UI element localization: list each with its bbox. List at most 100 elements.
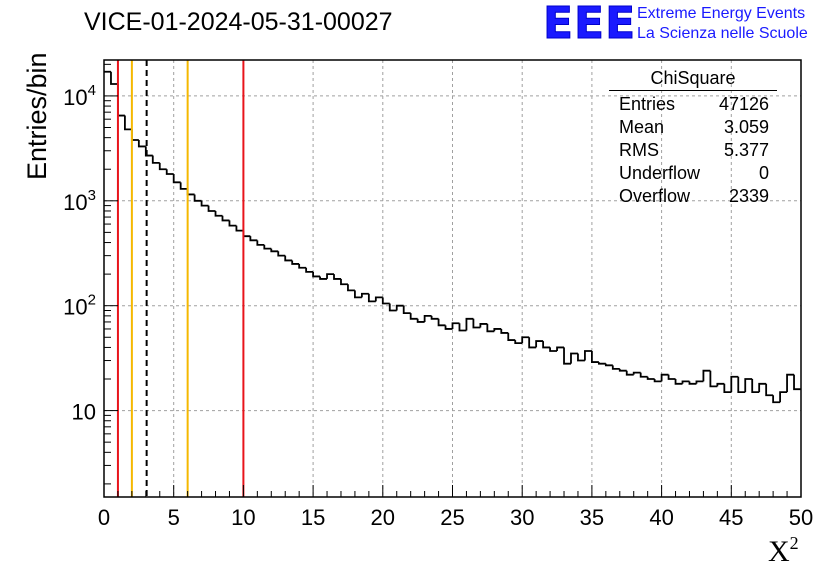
histogram-bin xyxy=(723,383,732,394)
histogram-bin xyxy=(786,373,795,393)
stats-row-rms: RMS 5.377 xyxy=(609,139,777,162)
histogram-bin xyxy=(151,155,160,164)
histogram-bin xyxy=(660,373,669,382)
stats-value: 47126 xyxy=(718,94,769,114)
histogram-bin xyxy=(639,372,648,378)
histogram-bin xyxy=(270,248,279,253)
stats-row-mean: Mean 3.059 xyxy=(609,116,777,139)
x-tick-label: 15 xyxy=(301,505,325,530)
histogram-bin xyxy=(374,296,383,302)
histogram-bin xyxy=(779,391,788,403)
histogram-bin xyxy=(618,368,627,372)
histogram-bin xyxy=(625,370,634,376)
histogram-bin xyxy=(751,379,760,394)
stats-label: RMS xyxy=(619,140,659,160)
y-tick-label-base: 10 xyxy=(72,400,96,425)
histogram-bin xyxy=(381,297,390,305)
stats-value: 0 xyxy=(758,163,769,183)
histogram-bin xyxy=(263,244,272,250)
stats-label: Underflow xyxy=(619,163,701,183)
histogram-bin xyxy=(493,328,502,332)
eee-logo: EEE xyxy=(542,0,637,49)
histogram-bin xyxy=(249,236,258,242)
histogram-bin xyxy=(235,225,244,232)
stats-box: ChiSquare Entries 47126 Mean 3.059 RMS 5.37… xyxy=(609,66,777,208)
histogram-bin xyxy=(674,379,683,385)
y-tick-label: 102 xyxy=(63,292,96,320)
histogram-bin xyxy=(165,169,174,175)
histogram-bin xyxy=(451,322,460,329)
histogram-bin xyxy=(117,83,125,117)
histogram-bin xyxy=(228,220,237,227)
histogram-bin xyxy=(653,379,662,383)
y-tick-label: 10 xyxy=(72,400,96,425)
histogram-bin xyxy=(737,376,746,394)
histogram-bin xyxy=(646,376,655,380)
x-axis-label-base: X xyxy=(768,535,790,568)
histogram-bin xyxy=(124,115,132,131)
histogram-bin xyxy=(340,278,348,286)
histogram-bin xyxy=(535,340,544,348)
marker-lines xyxy=(116,60,245,497)
histogram-bin xyxy=(556,346,565,351)
histogram-bin xyxy=(207,205,216,212)
histogram-bin xyxy=(772,395,781,404)
histogram-bin xyxy=(333,274,341,280)
histogram-bin xyxy=(179,182,188,190)
histogram-bin xyxy=(716,382,725,387)
histogram-bin xyxy=(584,350,592,361)
stats-value: 2339 xyxy=(728,186,769,206)
histogram-bin xyxy=(611,365,620,370)
histogram-bin xyxy=(416,318,425,323)
histogram-bin xyxy=(284,255,293,262)
histogram-bin xyxy=(514,340,523,344)
y-tick-label: 104 xyxy=(63,82,96,110)
histogram-bin xyxy=(688,381,697,385)
stats-value: 3.059 xyxy=(723,117,769,137)
histogram-bin xyxy=(402,305,411,314)
histogram-bin xyxy=(681,380,690,384)
histogram-bin xyxy=(409,313,418,320)
histogram-bin xyxy=(597,362,606,365)
stats-row-underflow: Underflow 0 xyxy=(609,162,777,185)
y-tick-label-base: 10 xyxy=(63,295,87,320)
y-tick-label-exponent: 4 xyxy=(88,82,96,99)
histogram-bin xyxy=(291,260,300,265)
histogram-bin xyxy=(507,332,516,341)
histogram-bin xyxy=(186,188,195,196)
histogram-bin xyxy=(542,341,551,349)
x-tick-label: 50 xyxy=(789,505,813,530)
histogram-bin xyxy=(444,325,453,330)
stats-title: ChiSquare xyxy=(609,66,777,91)
histogram-bin xyxy=(570,352,578,364)
histogram-bin xyxy=(458,323,467,332)
histogram-bin xyxy=(312,271,321,278)
histogram-bin xyxy=(367,293,376,303)
logo-caption-line2: La Scienza nelle Scuole xyxy=(637,25,808,42)
stats-row-entries: Entries 47126 xyxy=(609,93,777,116)
histogram-bin xyxy=(388,303,397,312)
histogram-bin xyxy=(758,382,767,393)
x-tick-label: 35 xyxy=(580,505,604,530)
histogram-bin xyxy=(709,370,718,388)
y-tick-label-base: 10 xyxy=(63,190,87,215)
histogram-bin xyxy=(423,314,432,322)
histogram-bin xyxy=(437,318,446,327)
y-tick-label-exponent: 3 xyxy=(88,187,96,204)
histogram-bin xyxy=(193,194,202,202)
histogram-bin xyxy=(326,273,335,279)
histogram-bin xyxy=(221,215,230,222)
x-tick-label: 25 xyxy=(440,505,464,530)
histogram-bin xyxy=(528,337,537,349)
histogram-bin xyxy=(500,328,509,334)
histogram-bin xyxy=(591,350,599,363)
histogram-bin xyxy=(158,162,167,171)
histogram-bin xyxy=(472,318,481,329)
histogram-bin xyxy=(395,304,404,311)
histogram-bin xyxy=(549,347,558,352)
histogram-bin xyxy=(765,383,774,397)
x-tick-label: 45 xyxy=(719,505,743,530)
stats-label: Overflow xyxy=(619,186,691,206)
stats-label: Mean xyxy=(619,117,665,137)
histogram-bin xyxy=(730,375,739,393)
